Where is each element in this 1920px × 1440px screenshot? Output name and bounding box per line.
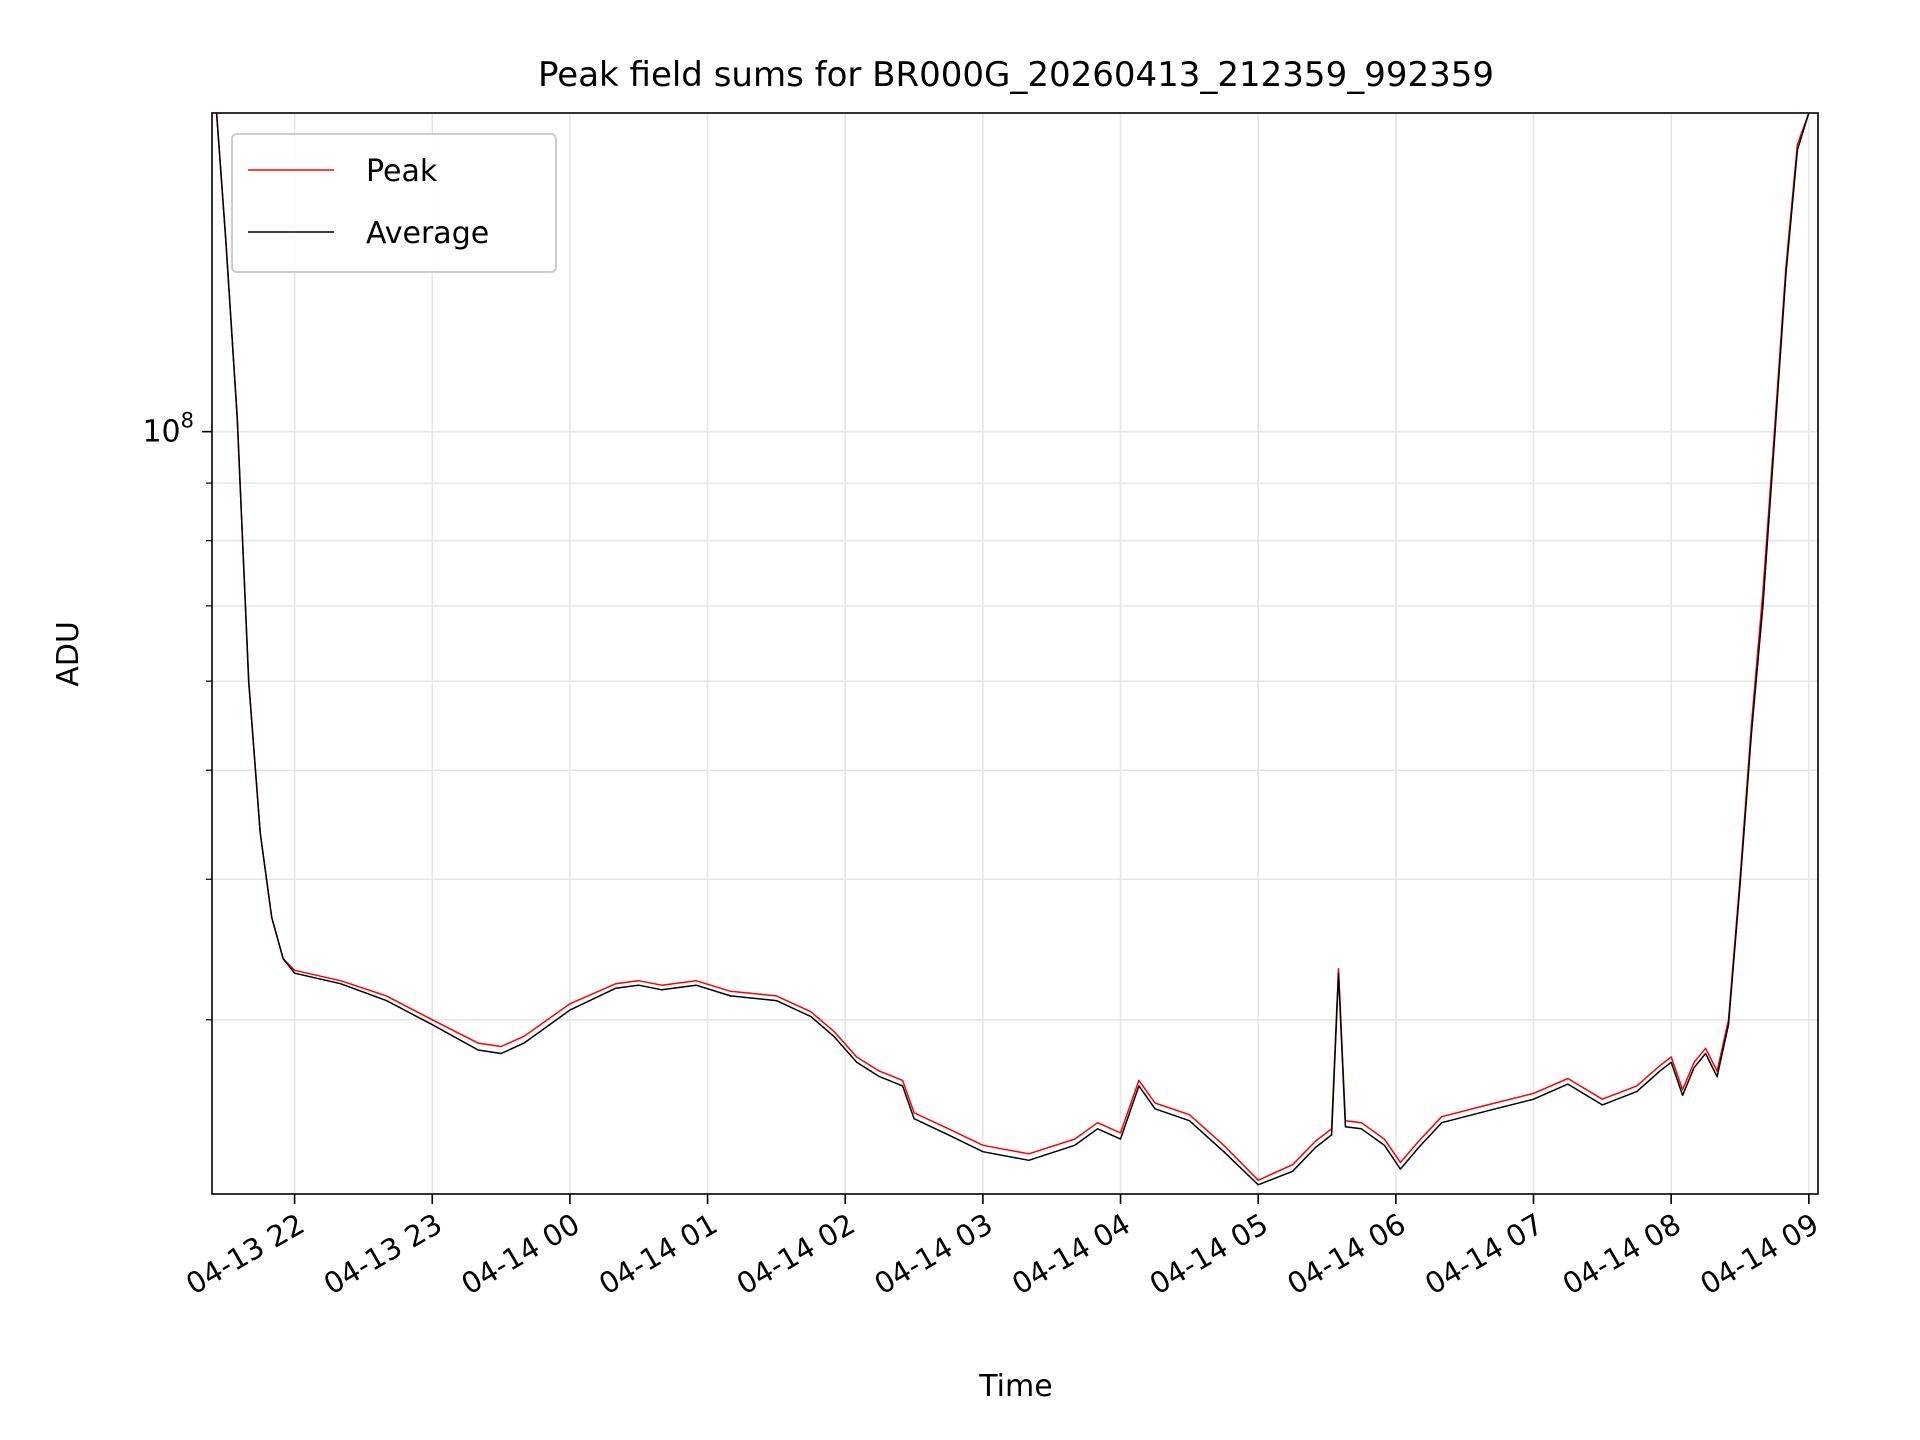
series-line-average [215, 113, 1810, 1186]
legend: Peak Average [231, 133, 557, 273]
plot-area [215, 113, 1810, 1186]
y-tick-label: 108 [142, 409, 194, 450]
grid-lines [212, 113, 1818, 1194]
axes-frame [211, 112, 1819, 1195]
chart-title: Peak field sums for BR000G_20260413_2123… [538, 55, 1494, 95]
series-line-peak [215, 113, 1810, 1181]
legend-label-peak: Peak [366, 154, 438, 189]
y-axis-label: ADU [51, 621, 86, 687]
x-axis-label: Time [978, 1369, 1052, 1404]
y-axis-ticks: 108 [142, 409, 212, 1021]
legend-label-average: Average [366, 216, 489, 251]
legend-box [231, 133, 557, 273]
